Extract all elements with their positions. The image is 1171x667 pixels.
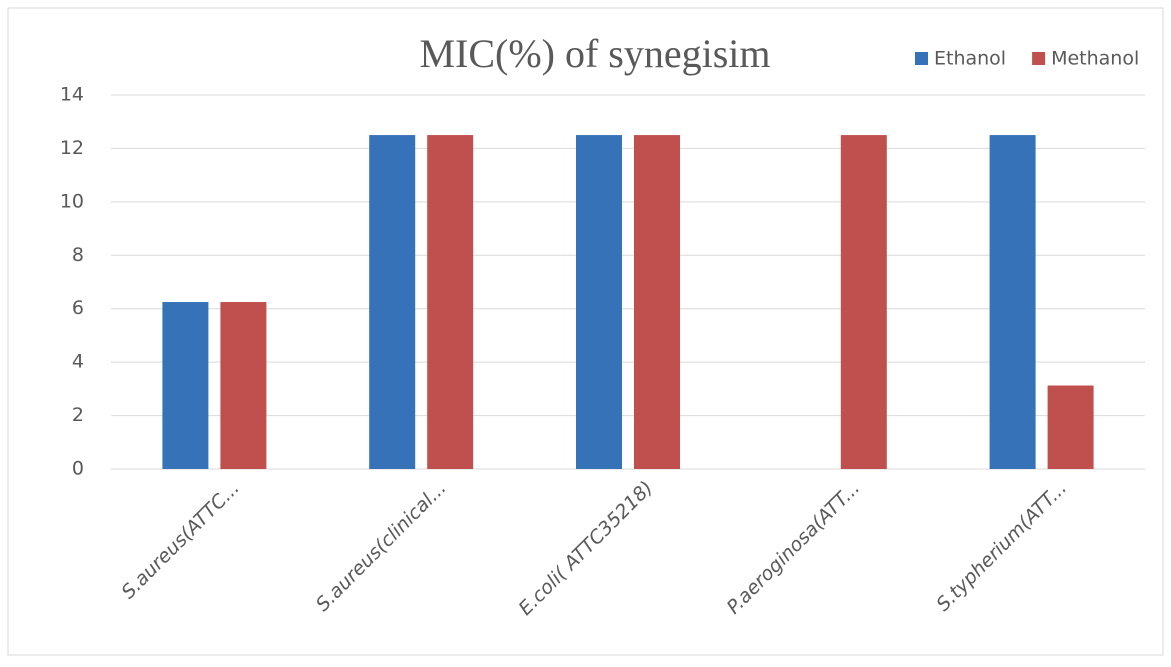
bar: [1047, 385, 1094, 469]
y-tick-label: 6: [72, 297, 84, 319]
bar: [634, 135, 680, 470]
chart-title: MIC(%) of synegisim: [419, 31, 770, 76]
y-tick-label: 0: [72, 458, 84, 480]
bar: [162, 302, 209, 469]
bar: [576, 135, 622, 470]
y-tick-label: 2: [72, 404, 84, 426]
legend-swatch: [1032, 52, 1046, 65]
legend-label: Methanol: [1051, 48, 1139, 70]
y-tick-label: 10: [60, 190, 84, 212]
bar: [840, 135, 887, 470]
y-tick-label: 14: [60, 84, 84, 106]
y-tick-label: 8: [72, 244, 84, 266]
y-tick-label: 4: [72, 351, 84, 373]
bar: [220, 302, 267, 469]
bar: [369, 135, 416, 470]
y-tick-label: 12: [60, 137, 84, 159]
bar: [427, 135, 474, 470]
bar: [989, 135, 1036, 470]
legend-swatch: [915, 52, 928, 65]
legend-label: Ethanol: [934, 48, 1006, 70]
